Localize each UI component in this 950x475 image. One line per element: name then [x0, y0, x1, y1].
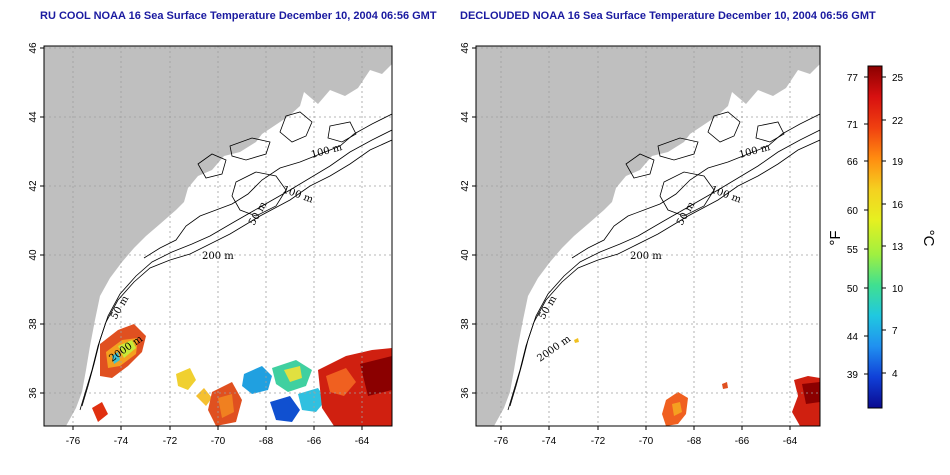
y-tick-label: 42	[28, 180, 39, 192]
x-tick-label: -76	[66, 436, 81, 447]
contour-label-200m: 200 m	[630, 251, 662, 262]
y-tick-label: 44	[28, 111, 39, 123]
colorbar-f-tick: 44	[847, 332, 859, 343]
celsius-label: °C	[920, 230, 937, 247]
fahrenheit-label: °F	[827, 230, 844, 245]
colorbar-f-tick: 77	[847, 73, 859, 84]
x-tick-label: -72	[591, 436, 606, 447]
bathymetry-contours	[507, 111, 820, 411]
left-map-title: RU COOL NOAA 16 Sea Surface Temperature …	[40, 10, 437, 22]
colorbar-f-tick: 39	[847, 370, 859, 381]
colorbar-c-tick: 10	[892, 284, 904, 295]
y-tick-label: 46	[28, 42, 39, 54]
x-tick-label: -66	[735, 436, 750, 447]
x-tick-label: -74	[114, 436, 129, 447]
y-tick-label: 36	[460, 387, 471, 399]
map-grid	[476, 46, 820, 426]
colorbar-c-tick: 19	[892, 157, 904, 168]
colorbar-c-tick: 25	[892, 73, 904, 84]
land-mass	[44, 46, 392, 426]
land-mass	[476, 46, 820, 426]
left-sst-map: 100 m 100 m 50 m 200 m 50 m 2000 m -76 -…	[28, 42, 393, 447]
colorbar-c-tick: 16	[892, 200, 904, 211]
y-tick-label: 46	[460, 42, 471, 54]
sst-data-patches	[92, 324, 392, 426]
colorbar-c-tick: 22	[892, 116, 904, 127]
colorbar-f-tick: 71	[847, 120, 859, 131]
colorbar-f-tick: 55	[847, 245, 859, 256]
y-tick-label: 42	[460, 180, 471, 192]
bathymetry-contours	[79, 111, 392, 411]
y-tick-label: 38	[460, 318, 471, 330]
y-tick-label: 44	[460, 111, 471, 123]
sst-data-patches	[574, 338, 820, 426]
y-tick-label: 36	[28, 387, 39, 399]
x-tick-label: -70	[639, 436, 654, 447]
y-tick-label: 38	[28, 318, 39, 330]
right-map-title: DECLOUDED NOAA 16 Sea Surface Temperatur…	[460, 10, 876, 22]
x-tick-label: -68	[259, 436, 274, 447]
colorbar-f-tick: 60	[847, 206, 859, 217]
x-tick-label: -72	[163, 436, 178, 447]
x-tick-label: -68	[687, 436, 702, 447]
colorbar-c-tick: 13	[892, 242, 904, 253]
right-sst-map: 100 m 100 m 50 m 200 m 50 m 2000 m -76 -…	[460, 42, 821, 447]
colorbar-c-tick: 7	[892, 326, 898, 337]
y-tick-label: 40	[28, 249, 39, 261]
colorbar-c-tick: 4	[892, 369, 898, 380]
x-tick-label: -66	[307, 436, 322, 447]
x-tick-label: -64	[783, 436, 798, 447]
temperature-colorbar: 77 71 66 60 55 50 44 39 25 22 19 16 13 1…	[827, 65, 937, 409]
colorbar-gradient	[867, 65, 883, 409]
x-tick-label: -74	[542, 436, 557, 447]
x-tick-label: -70	[211, 436, 226, 447]
contour-label-200m: 200 m	[202, 251, 234, 262]
colorbar-f-tick: 50	[847, 284, 859, 295]
map-grid	[44, 46, 392, 426]
y-tick-label: 40	[460, 249, 471, 261]
x-tick-label: -64	[355, 436, 370, 447]
x-tick-label: -76	[494, 436, 509, 447]
colorbar-f-tick: 66	[847, 157, 859, 168]
